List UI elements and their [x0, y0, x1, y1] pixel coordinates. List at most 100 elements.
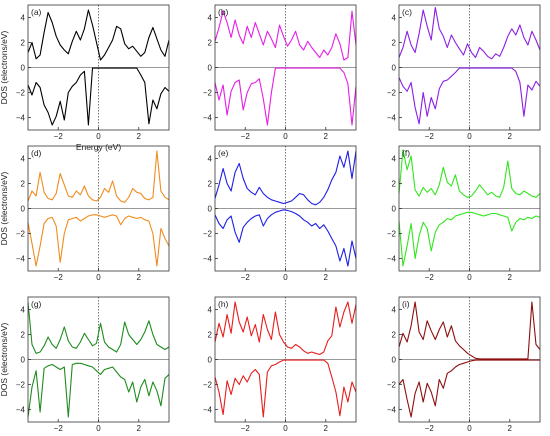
- y-tick-label: 0: [208, 64, 213, 73]
- series-line-spin-up: [215, 10, 356, 61]
- y-axis-label: DOS (electrons/eV): [0, 322, 9, 396]
- y-tick-label: 2: [21, 331, 26, 340]
- series-line-spin-up: [28, 301, 169, 354]
- x-tick-label: −2: [241, 424, 251, 433]
- panel-label: (f): [402, 148, 410, 158]
- panel-label: (e): [218, 148, 229, 158]
- x-tick-label: 2: [324, 273, 329, 282]
- series-line-spin-down: [28, 67, 169, 126]
- series-line-spin-up: [28, 150, 169, 203]
- panel-g: −2 0 2 −4 −2 0 2 4 (g) DOS (electrons/eV): [0, 296, 170, 433]
- y-tick-label: 2: [208, 180, 213, 189]
- y-tick-label: 4: [21, 155, 26, 164]
- y-tick-label: 2: [21, 39, 26, 48]
- series-line-spin-up: [215, 301, 356, 356]
- series-line-spin-up: [28, 9, 169, 61]
- y-tick-label: 0: [208, 356, 213, 365]
- series-group: [215, 301, 356, 418]
- x-tick-label: 0: [283, 424, 288, 433]
- y-tick-label: −4: [387, 255, 397, 264]
- y-tick-label: 0: [21, 356, 26, 365]
- x-tick-label: −2: [54, 132, 64, 141]
- y-tick-label: 4: [208, 155, 213, 164]
- y-tick-label: −4: [16, 114, 26, 123]
- x-tick-label: 2: [137, 132, 142, 141]
- series-line-spin-down: [28, 214, 169, 267]
- y-tick-label: 0: [208, 205, 213, 214]
- x-tick-label: 0: [467, 273, 472, 282]
- y-tick-label: 4: [392, 306, 397, 315]
- series-group: [399, 6, 540, 125]
- panel-d: −2 0 2 −4 −2 0 2 4 (d) DOS (electrons/eV): [0, 145, 170, 282]
- series-group: [215, 10, 356, 126]
- panel-label: (g): [31, 299, 42, 309]
- x-tick-label: 0: [96, 424, 101, 433]
- y-axis-label: DOS (electrons/eV): [0, 171, 9, 245]
- y-tick-label: 2: [208, 331, 213, 340]
- y-tick-label: −4: [203, 114, 213, 123]
- y-tick-label: 4: [392, 14, 397, 23]
- y-tick-label: 4: [21, 14, 26, 23]
- series-line-spin-down: [28, 362, 169, 418]
- y-tick-label: 0: [21, 205, 26, 214]
- x-tick-label: 0: [467, 132, 472, 141]
- x-tick-label: −2: [241, 273, 251, 282]
- panel-label: (a): [31, 7, 42, 17]
- panel-e: −2 0 2 −4 −2 0 2 4 (e): [203, 145, 357, 282]
- series-group: [28, 9, 169, 126]
- y-tick-label: −4: [387, 406, 397, 415]
- x-tick-label: 2: [137, 273, 142, 282]
- y-tick-label: −2: [387, 89, 397, 98]
- panel-label: (c): [402, 7, 412, 17]
- y-tick-label: 0: [392, 64, 397, 73]
- y-tick-label: −2: [16, 230, 26, 239]
- series-line-spin-down: [399, 211, 540, 267]
- y-tick-label: −2: [203, 89, 213, 98]
- y-tick-label: −4: [387, 114, 397, 123]
- series-group: [215, 150, 356, 267]
- series-line-spin-down: [215, 359, 356, 418]
- x-tick-label: 0: [467, 424, 472, 433]
- series-line-spin-down: [215, 209, 356, 267]
- panel-c: −2 0 2 −4 −2 0 2 4 (c): [387, 4, 541, 141]
- x-tick-label: −2: [425, 273, 435, 282]
- y-tick-label: −2: [387, 230, 397, 239]
- panel-label: (h): [218, 299, 229, 309]
- x-tick-label: −2: [425, 424, 435, 433]
- x-tick-label: 2: [324, 132, 329, 141]
- x-tick-label: −2: [241, 132, 251, 141]
- panel-label: (d): [31, 148, 42, 158]
- y-tick-label: −4: [16, 406, 26, 415]
- y-tick-label: 2: [392, 331, 397, 340]
- series-group: [399, 149, 540, 267]
- y-tick-label: 4: [208, 14, 213, 23]
- y-tick-label: 0: [392, 205, 397, 214]
- y-tick-label: 2: [21, 180, 26, 189]
- y-tick-label: 2: [392, 39, 397, 48]
- y-tick-label: −2: [387, 381, 397, 390]
- y-tick-label: 2: [392, 180, 397, 189]
- series-line-spin-down: [399, 359, 540, 418]
- panel-h: −2 0 2 −4 −2 0 2 4 (h): [203, 296, 357, 433]
- y-tick-label: 4: [21, 306, 26, 315]
- y-tick-label: 0: [21, 64, 26, 73]
- series-line-spin-up: [399, 6, 540, 60]
- y-tick-label: −2: [16, 381, 26, 390]
- panel-f: −2 0 2 −4 −2 0 2 4 (f): [387, 145, 541, 282]
- y-tick-label: −2: [16, 89, 26, 98]
- y-tick-label: −4: [16, 255, 26, 264]
- series-group: [399, 301, 540, 418]
- series-line-spin-up: [399, 149, 540, 198]
- series-group: [28, 301, 169, 418]
- x-tick-label: 2: [324, 424, 329, 433]
- x-tick-label: 2: [137, 424, 142, 433]
- y-tick-label: −2: [203, 230, 213, 239]
- y-tick-label: 4: [208, 306, 213, 315]
- x-tick-label: −2: [54, 424, 64, 433]
- x-tick-label: 2: [508, 273, 513, 282]
- x-tick-label: 0: [283, 132, 288, 141]
- x-tick-label: 2: [508, 424, 513, 433]
- y-tick-label: 4: [392, 155, 397, 164]
- y-tick-label: −2: [203, 381, 213, 390]
- x-tick-label: 0: [283, 273, 288, 282]
